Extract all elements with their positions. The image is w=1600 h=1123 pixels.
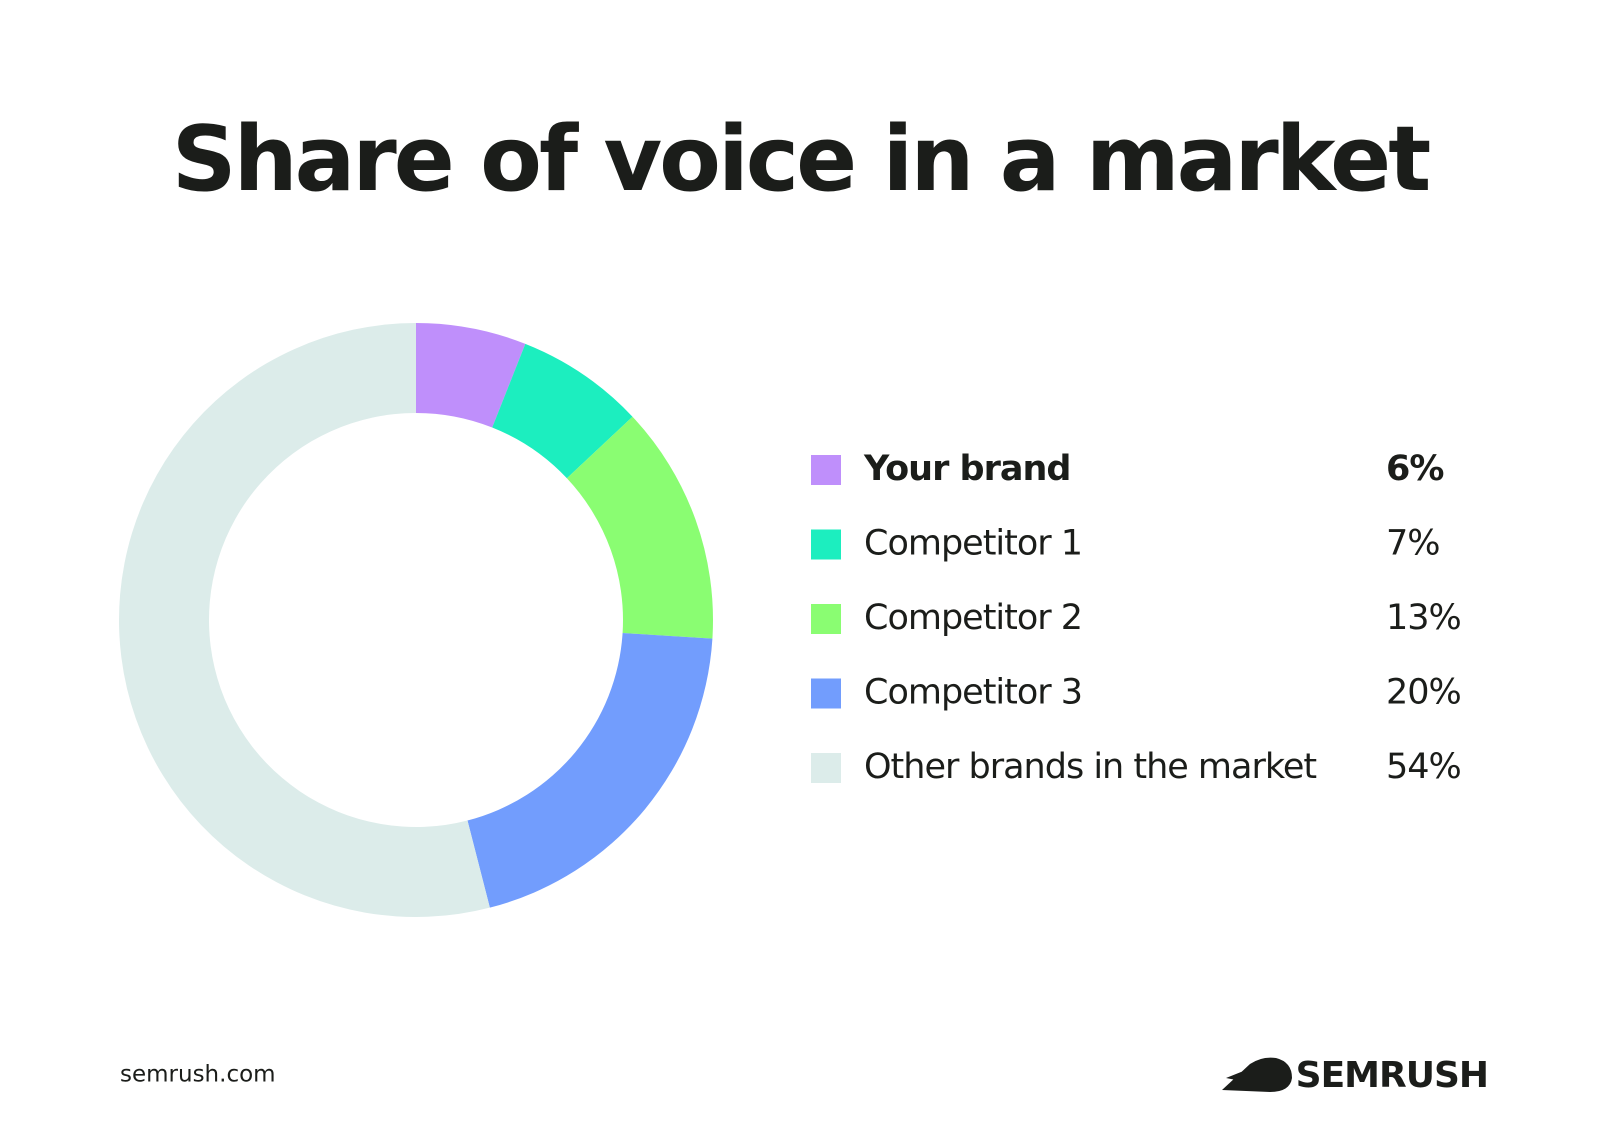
legend-label: Competitor 3 xyxy=(864,673,1082,713)
legend-swatch xyxy=(811,604,841,634)
value-label: 6% xyxy=(1386,449,1443,489)
legend-label: Competitor 2 xyxy=(864,598,1082,638)
donut-slice xyxy=(118,323,490,917)
legend-label: Your brand xyxy=(863,449,1070,489)
legend-swatch xyxy=(811,678,841,709)
value-label: 54% xyxy=(1386,747,1461,787)
legend-swatch xyxy=(811,529,841,560)
donut-slice xyxy=(566,416,713,639)
donut xyxy=(118,323,713,917)
legend-label: Other brands in the market xyxy=(864,747,1316,787)
legend: Your brand 6% Competitor 1 7% Competitor 2 13… xyxy=(811,449,1462,787)
value-label: 7% xyxy=(1386,524,1440,564)
legend-label: Competitor 1 xyxy=(864,524,1082,564)
donut-slice xyxy=(416,323,526,428)
donut-slice xyxy=(492,343,633,479)
legend-swatch xyxy=(811,753,841,783)
value-label: 13% xyxy=(1386,598,1461,638)
brand-logo: SEMRUSH xyxy=(1296,1055,1488,1096)
donut-slice xyxy=(467,632,713,908)
chart-title: Share of voice in a market xyxy=(172,107,1429,212)
value-label: 20% xyxy=(1386,673,1461,713)
brand-logo-icon xyxy=(1222,1057,1292,1092)
source: semrush.com xyxy=(120,1062,276,1088)
legend-swatch xyxy=(811,455,841,485)
